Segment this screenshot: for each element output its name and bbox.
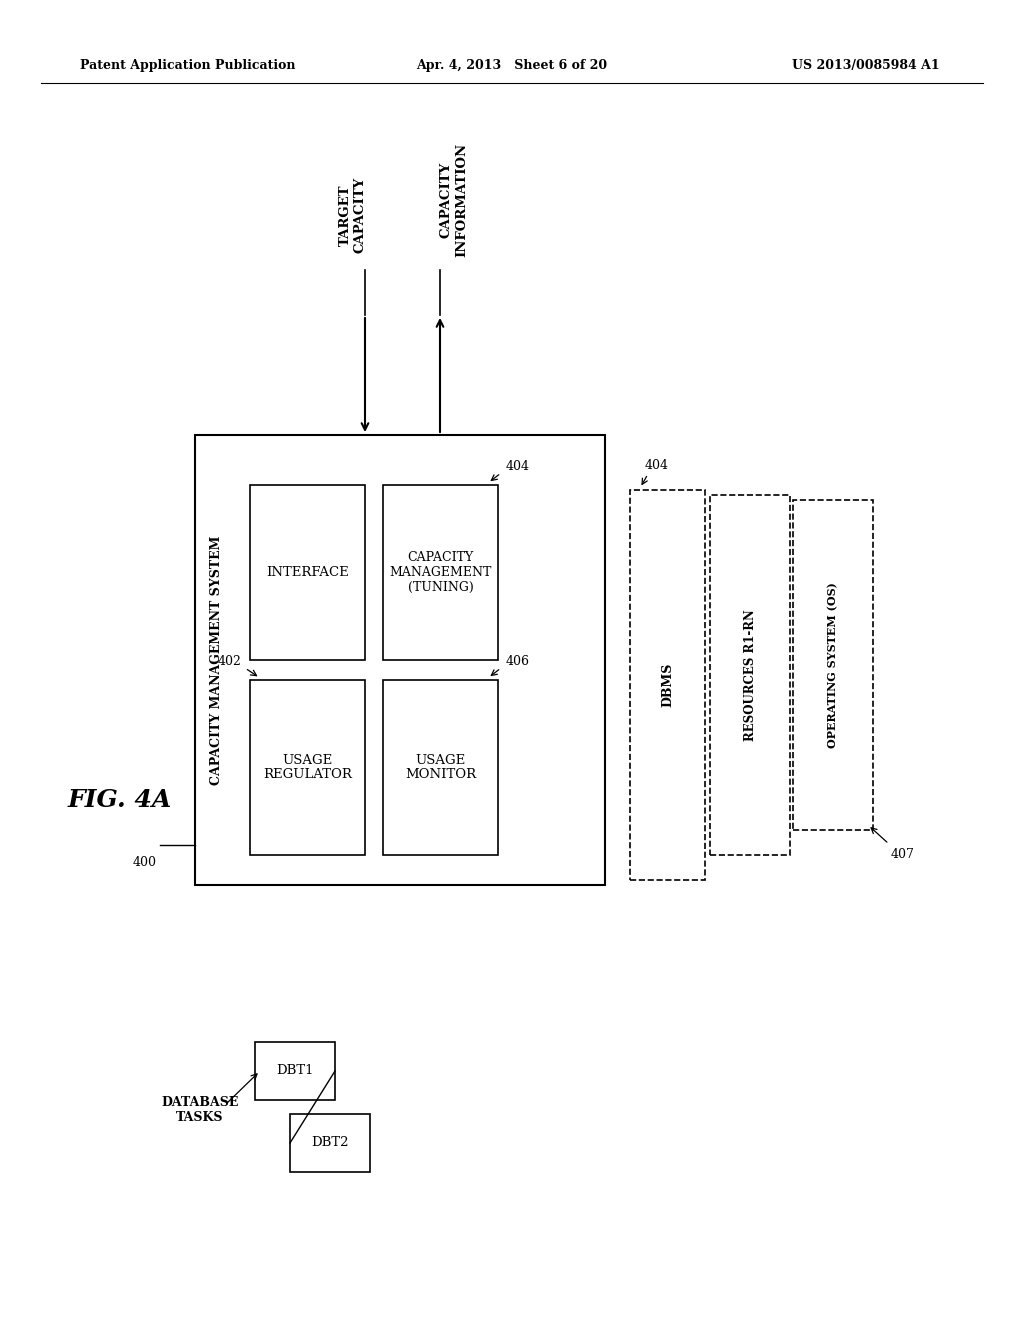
Text: DBMS: DBMS — [662, 663, 674, 708]
Text: 406: 406 — [506, 655, 530, 668]
Bar — [195, 436, 605, 884]
Bar — [290, 1114, 370, 1172]
Bar — [255, 1041, 335, 1100]
Text: Patent Application Publication: Patent Application Publication — [80, 58, 296, 71]
Text: USAGE
REGULATOR: USAGE REGULATOR — [263, 754, 352, 781]
Bar — [250, 680, 365, 855]
Text: DBT2: DBT2 — [311, 1137, 349, 1150]
Bar — [710, 495, 790, 855]
Text: TARGET
CAPACITY: TARGET CAPACITY — [339, 177, 367, 253]
Text: US 2013/0085984 A1: US 2013/0085984 A1 — [793, 58, 940, 71]
Text: USAGE
MONITOR: USAGE MONITOR — [404, 754, 476, 781]
Bar — [630, 490, 705, 880]
Text: DBT1: DBT1 — [276, 1064, 313, 1077]
Text: INTERFACE: INTERFACE — [266, 566, 349, 579]
Text: RESOURCES R1-RN: RESOURCES R1-RN — [743, 609, 757, 741]
Text: Apr. 4, 2013   Sheet 6 of 20: Apr. 4, 2013 Sheet 6 of 20 — [417, 58, 607, 71]
Text: OPERATING SYSTEM (OS): OPERATING SYSTEM (OS) — [827, 582, 839, 748]
Text: 407: 407 — [891, 847, 914, 861]
Text: 404: 404 — [645, 459, 669, 473]
Text: CAPACITY
MANAGEMENT
(TUNING): CAPACITY MANAGEMENT (TUNING) — [389, 550, 492, 594]
Bar — [383, 680, 498, 855]
Bar — [250, 484, 365, 660]
Bar — [793, 500, 873, 830]
Text: CAPACITY
INFORMATION: CAPACITY INFORMATION — [440, 143, 468, 257]
Text: DATABASE
TASKS: DATABASE TASKS — [162, 1096, 239, 1125]
Text: FIG. 4A: FIG. 4A — [68, 788, 172, 812]
Bar — [383, 484, 498, 660]
Text: 400: 400 — [133, 857, 157, 870]
Text: CAPACITY MANAGEMENT SYSTEM: CAPACITY MANAGEMENT SYSTEM — [211, 536, 223, 784]
Text: 404: 404 — [506, 459, 530, 473]
Text: 402: 402 — [218, 655, 242, 668]
